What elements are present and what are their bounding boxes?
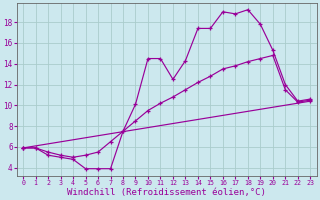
X-axis label: Windchill (Refroidissement éolien,°C): Windchill (Refroidissement éolien,°C): [67, 188, 266, 197]
